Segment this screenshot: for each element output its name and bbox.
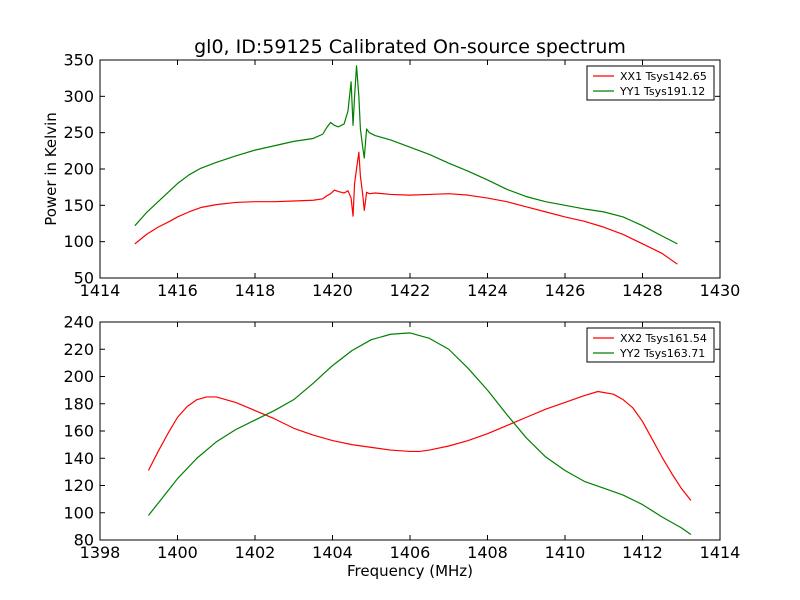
top-plot: 1414 1416 1418 1420 1422 1424 1426 1428 1430 50 10… (42, 51, 740, 301)
bottom-ytick-label: 240 (63, 313, 94, 332)
bottom-xtick-label: 1410 (545, 543, 586, 562)
bottom-xtick-label: 1406 (390, 543, 431, 562)
bottom-xtick-label: 1414 (700, 543, 741, 562)
bottom-xtick-label: 1404 (312, 543, 353, 562)
bottom-xtick-label: 1412 (622, 543, 663, 562)
top-xtick-label: 1428 (622, 281, 663, 300)
top-xtick-label: 1418 (235, 281, 276, 300)
top-ytick-label: 250 (63, 123, 94, 142)
figure-title: gl0, ID:59125 Calibrated On-source spect… (194, 36, 626, 58)
bottom-ytick-label: 160 (63, 422, 94, 441)
bottom-plot: 1398 1400 1402 1404 1406 1408 1410 1412 1414 80 10… (63, 313, 740, 581)
top-ytick-label: 350 (63, 51, 94, 70)
top-ytick-label: 300 (63, 87, 94, 106)
top-xtick-label: 1420 (312, 281, 353, 300)
bottom-xtick-label: 1408 (467, 543, 508, 562)
bottom-ytick-label: 100 (63, 503, 94, 522)
top-xtick-label: 1426 (545, 281, 586, 300)
top-series-line-1 (134, 151, 678, 265)
bottom-legend-label: YY2 Tsys163.71 (619, 347, 705, 360)
top-xtick-label: 1416 (157, 281, 198, 300)
top-y-axis-label: Power in Kelvin (42, 112, 60, 226)
bottom-ytick-label: 80 (74, 531, 94, 550)
bottom-legend-box (586, 327, 715, 363)
top-ytick-label: 100 (63, 232, 94, 251)
top-legend-box (586, 65, 715, 101)
bottom-series-line-2 (147, 332, 692, 536)
top-legend-label: YY1 Tsys191.12 (619, 85, 705, 98)
bottom-ytick-label: 120 (63, 476, 94, 495)
bottom-ytick-label: 220 (63, 340, 94, 359)
top-ytick-label: 200 (63, 160, 94, 179)
bottom-series-line-1 (147, 390, 692, 501)
top-ytick-label: 50 (74, 269, 94, 288)
bottom-ytick-label: 180 (63, 394, 94, 413)
bottom-x-axis-label: Frequency (MHz) (347, 562, 473, 580)
top-legend: XX1 Tsys142.65 YY1 Tsys191.12 (586, 65, 715, 101)
bottom-ytick-label: 200 (63, 367, 94, 386)
bottom-ytick-label: 140 (63, 449, 94, 468)
bottom-xtick-label: 1398 (80, 543, 121, 562)
top-xtick-label: 1424 (467, 281, 508, 300)
bottom-xtick-label: 1400 (157, 543, 198, 562)
top-xtick-label: 1422 (390, 281, 431, 300)
bottom-xtick-label: 1402 (235, 543, 276, 562)
top-series-line-2 (134, 65, 678, 245)
top-xtick-label: 1430 (700, 281, 741, 300)
top-legend-label: XX1 Tsys142.65 (620, 70, 707, 83)
bottom-legend: XX2 Tsys161.54 YY2 Tsys163.71 (586, 327, 715, 363)
top-xtick-label: 1414 (80, 281, 121, 300)
bottom-legend-label: XX2 Tsys161.54 (620, 332, 707, 345)
top-ytick-label: 150 (63, 196, 94, 215)
